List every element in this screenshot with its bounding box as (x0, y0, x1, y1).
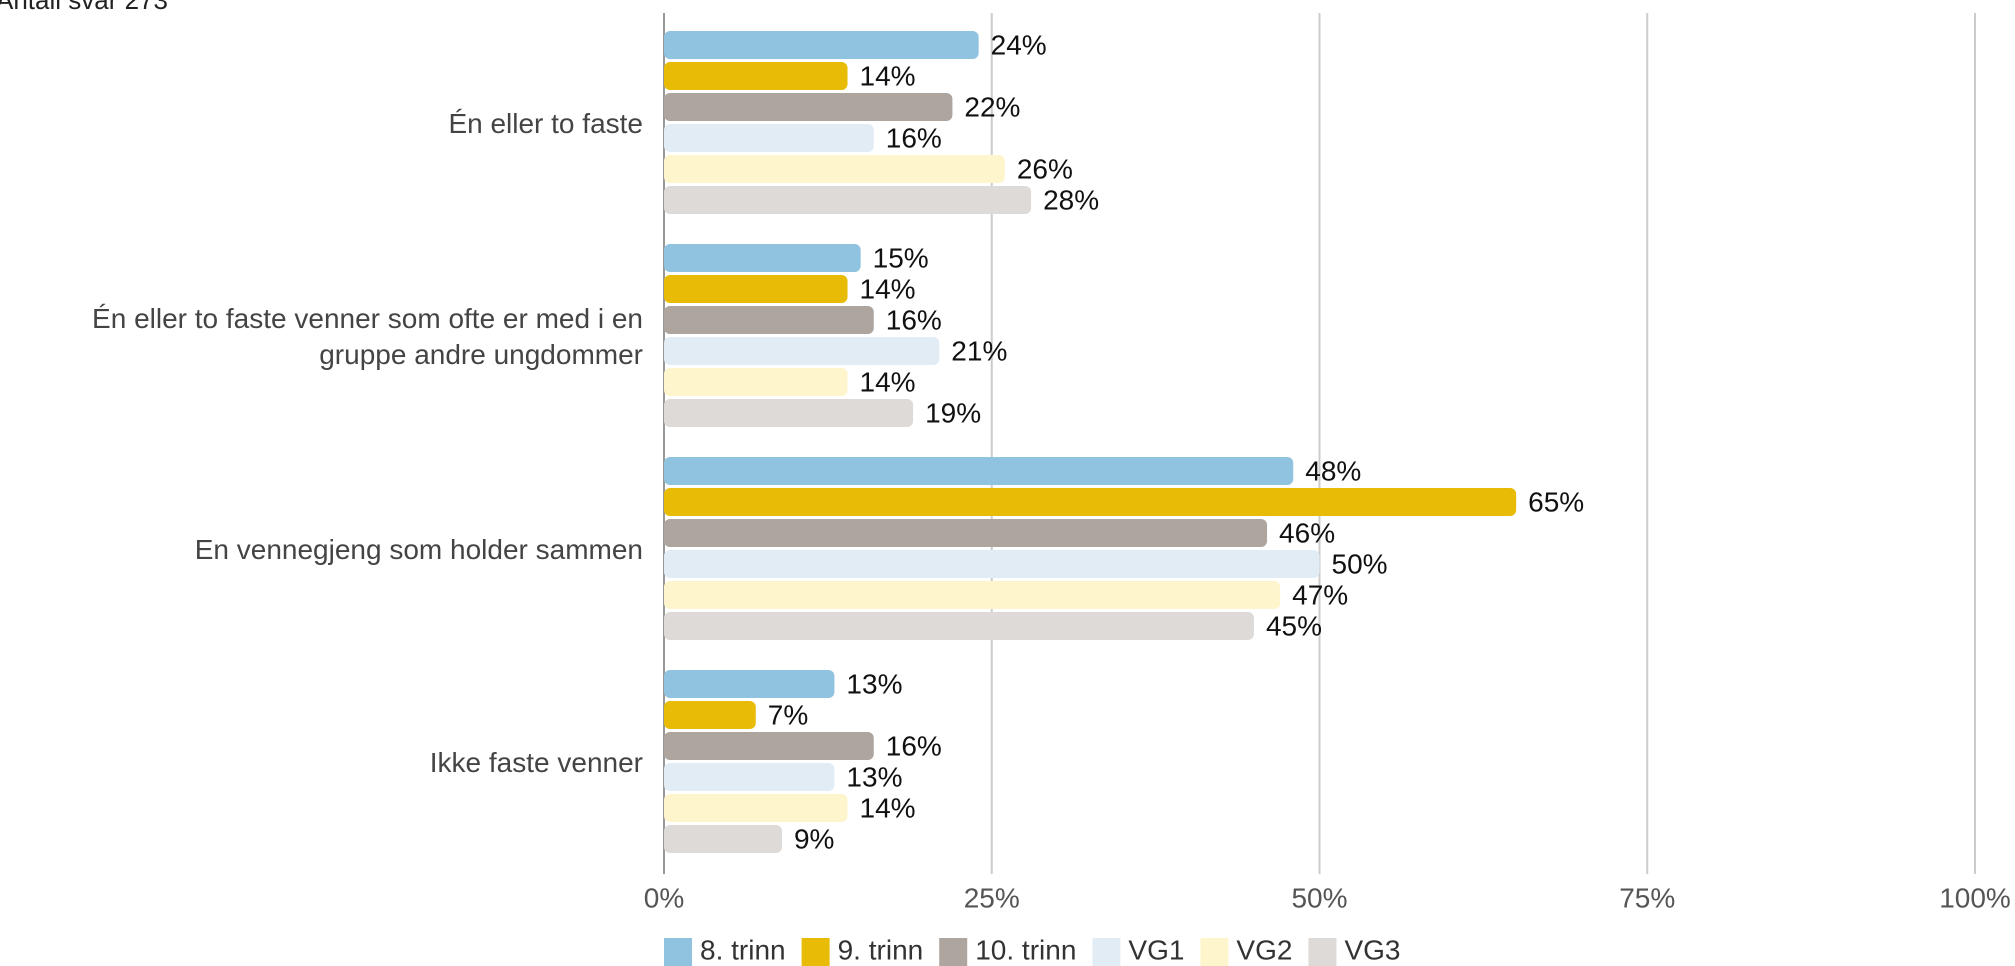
data-label: 28% (1043, 184, 1099, 215)
data-label: 14% (860, 60, 916, 91)
bar (664, 581, 1281, 609)
data-label: 14% (860, 366, 916, 397)
bar (664, 794, 848, 822)
data-label: 13% (846, 761, 902, 792)
legend-label: 10. trinn (975, 934, 1076, 965)
data-label: 50% (1332, 548, 1388, 579)
data-label: 14% (860, 273, 916, 304)
legend-swatch (801, 938, 830, 966)
legend-swatch (664, 938, 692, 966)
bar (664, 701, 756, 729)
x-tick-label: 0% (644, 882, 684, 913)
subtitle: Antall svar 273 (0, 0, 168, 15)
legend-swatch (1200, 938, 1229, 966)
bar (664, 244, 861, 272)
x-tick-label: 50% (1291, 882, 1347, 913)
legend-label: VG2 (1236, 934, 1292, 965)
data-label: 15% (873, 242, 929, 273)
bar (664, 550, 1320, 578)
bar (664, 612, 1254, 640)
data-label: 19% (925, 397, 981, 428)
bar (664, 275, 848, 303)
bar (664, 825, 782, 853)
bar (664, 457, 1294, 485)
bar (664, 763, 835, 791)
bar (664, 31, 979, 59)
data-label: 7% (768, 699, 808, 730)
bar (664, 732, 874, 760)
legend-swatch (939, 938, 968, 966)
data-label: 21% (951, 335, 1007, 366)
legend-label: VG1 (1128, 934, 1184, 965)
bar (664, 155, 1005, 183)
data-label: 16% (886, 304, 942, 335)
data-label: 22% (964, 91, 1020, 122)
x-tick-label: 75% (1619, 882, 1675, 913)
data-label: 26% (1017, 153, 1073, 184)
bar (664, 124, 874, 152)
legend-label: VG3 (1344, 934, 1400, 965)
data-label: 16% (886, 122, 942, 153)
data-label: 45% (1266, 610, 1322, 641)
category-label: Én eller to faste (448, 108, 643, 139)
data-label: 47% (1292, 579, 1348, 610)
bar (664, 519, 1268, 547)
data-label: 13% (846, 668, 902, 699)
data-label: 46% (1279, 517, 1335, 548)
bar (664, 488, 1517, 516)
bar (664, 306, 874, 334)
data-label: 16% (886, 730, 942, 761)
bar (664, 186, 1032, 214)
legend-label: 9. trinn (838, 934, 924, 965)
data-label: 9% (794, 823, 834, 854)
legend-swatch (1308, 938, 1337, 966)
x-tick-label: 100% (1939, 882, 2011, 913)
x-tick-label: 25% (964, 882, 1020, 913)
legend-label: 8. trinn (700, 934, 786, 965)
bar (664, 368, 848, 396)
bar (664, 62, 848, 90)
category-label: En vennegjeng som holder sammen (194, 534, 643, 565)
bar (664, 399, 914, 427)
data-label: 65% (1528, 486, 1584, 517)
bar (664, 337, 940, 365)
data-label: 24% (991, 29, 1047, 60)
category-label: Én eller to faste venner som ofte er med… (92, 303, 643, 370)
category-label: Ikke faste venner (429, 747, 643, 778)
data-label: 14% (860, 792, 916, 823)
bar (664, 670, 835, 698)
legend-swatch (1092, 938, 1121, 966)
data-label: 48% (1305, 455, 1361, 486)
bar (664, 93, 953, 121)
